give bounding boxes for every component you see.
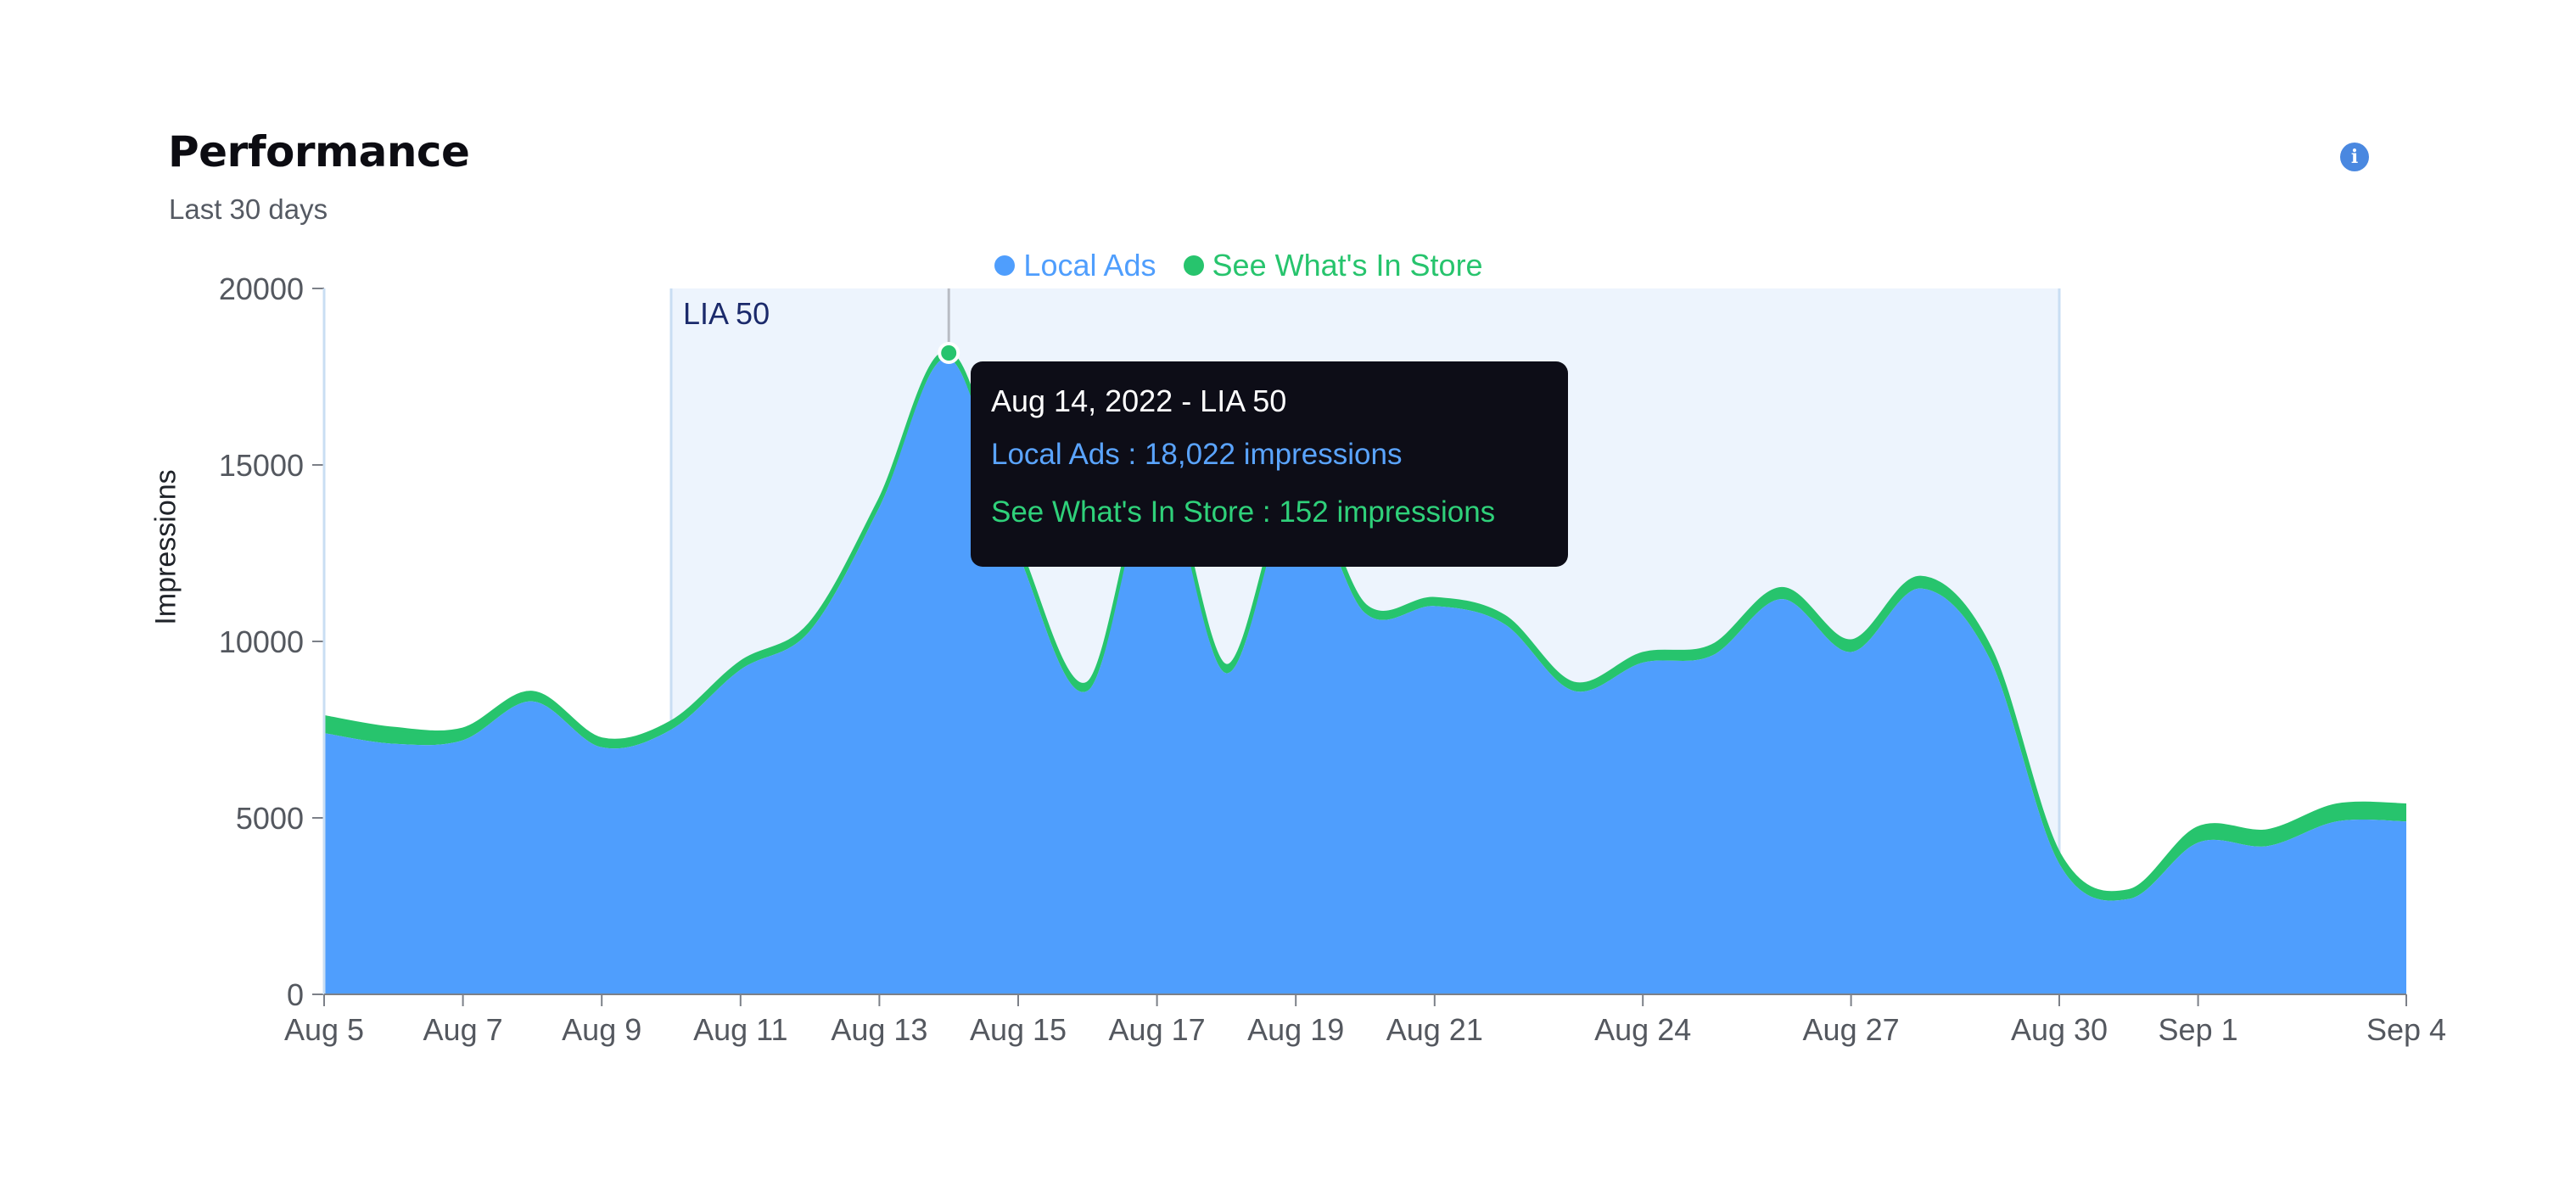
chart-tooltip: Aug 14, 2022 - LIA 50 Local Ads : 18,022… bbox=[971, 361, 1568, 567]
x-tick-label: Aug 11 bbox=[693, 1012, 787, 1047]
hover-point bbox=[938, 341, 960, 364]
legend-dot-see-whats-in-store bbox=[1183, 255, 1204, 276]
x-tick-label: Aug 9 bbox=[562, 1012, 641, 1047]
y-tick-label: 0 bbox=[287, 977, 304, 1012]
y-tick-label: 10000 bbox=[219, 624, 304, 659]
highlight-band-label: LIA 50 bbox=[683, 296, 770, 331]
tooltip-date: Aug 14, 2022 - LIA 50 bbox=[991, 383, 1287, 418]
tooltip-local-ads: Local Ads : 18,022 impressions bbox=[991, 438, 1403, 471]
legend-dot-local-ads bbox=[994, 255, 1016, 276]
x-tick-label: Aug 24 bbox=[1594, 1012, 1691, 1047]
card-subtitle: Last 30 days bbox=[169, 193, 328, 225]
x-tick-label: Aug 19 bbox=[1247, 1012, 1344, 1047]
x-tick-label: Aug 17 bbox=[1109, 1012, 1206, 1047]
legend-item-local-ads[interactable]: Local Ads bbox=[994, 248, 1156, 283]
x-tick-label: Aug 27 bbox=[1803, 1012, 1900, 1047]
legend-label-local-ads: Local Ads bbox=[1023, 248, 1156, 283]
x-tick-label: Aug 15 bbox=[970, 1012, 1067, 1047]
chart-legend: Local Ads See What's In Store bbox=[0, 248, 2478, 283]
x-tick-label: Sep 4 bbox=[2366, 1012, 2446, 1047]
x-tick-label: Aug 30 bbox=[2011, 1012, 2108, 1047]
x-tick-label: Aug 7 bbox=[423, 1012, 503, 1047]
info-icon[interactable]: i bbox=[2340, 143, 2369, 171]
y-tick-label: 15000 bbox=[219, 448, 304, 483]
x-tick-label: Aug 13 bbox=[831, 1012, 927, 1047]
x-tick-label: Sep 1 bbox=[2159, 1012, 2238, 1047]
legend-item-see-whats-in-store[interactable]: See What's In Store bbox=[1183, 248, 1483, 283]
x-tick-label: Aug 5 bbox=[284, 1012, 364, 1047]
series-area-local-ads bbox=[324, 357, 2406, 994]
card-title: Performance bbox=[168, 127, 470, 176]
tooltip-see-whats-in-store: See What's In Store : 152 impressions bbox=[991, 495, 1496, 529]
legend-label-see-whats-in-store: See What's In Store bbox=[1212, 248, 1483, 283]
y-tick-label: 20000 bbox=[219, 271, 304, 306]
x-tick-label: Aug 21 bbox=[1386, 1012, 1483, 1047]
y-tick-label: 5000 bbox=[236, 801, 304, 836]
